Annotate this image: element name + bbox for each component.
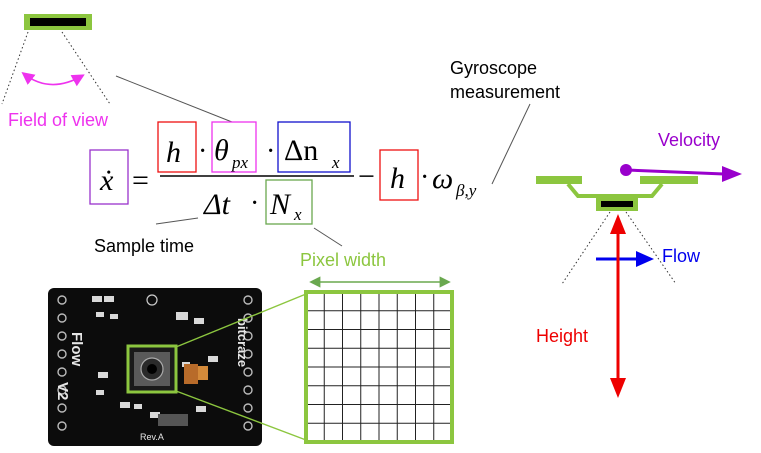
eq-dot2: · (266, 136, 275, 167)
board-silk-brand: bitcraze (235, 318, 250, 367)
delta-n-box (277, 121, 351, 173)
pixel-grid (306, 292, 452, 442)
velocity-arrow-shaft (625, 168, 725, 176)
flow-arrow-head (636, 251, 654, 267)
eq-minus: − (358, 160, 375, 193)
flow-board: Flow V2 bitcraze Rev.A (48, 288, 262, 446)
eq-omega: ω (432, 162, 453, 195)
eq-dt: Δt (203, 188, 231, 221)
eq-delta-n: Δn (284, 134, 318, 167)
eq-theta: θ (214, 134, 229, 167)
eq-dot1: · (198, 136, 207, 167)
field-of-view-label: Field of view (8, 110, 109, 130)
gyroscope-label-line1: Gyroscope (450, 58, 537, 78)
pixel-width-leader-line (313, 227, 343, 247)
eq-h2: h (390, 162, 405, 195)
zoom-line-bottom (175, 390, 307, 441)
pixel-grid-border (304, 290, 454, 444)
zoom-line-top (175, 293, 307, 348)
eq-xdot: ẋ (99, 164, 114, 197)
theta-box (211, 121, 257, 173)
eq-theta-sub: px (231, 153, 249, 172)
fov-leader-line (115, 75, 233, 123)
h-box-gyro (379, 149, 419, 201)
eq-N-sub: x (293, 205, 302, 224)
eq-dot4: · (420, 162, 429, 193)
height-arrow-head-top (610, 214, 626, 234)
eq-delta-n-sub: x (331, 153, 340, 172)
n-box (265, 179, 313, 225)
drone (536, 176, 698, 211)
gyro-leader-line (491, 103, 531, 185)
board-silk-rev: Rev.A (140, 432, 164, 442)
eq-N: N (269, 188, 292, 221)
height-arrow-head-bottom (610, 378, 626, 398)
flow-label: Flow (662, 246, 701, 266)
eq-equals: = (132, 164, 149, 197)
drone-view-cone (561, 211, 677, 285)
board-silk-flow: Flow (68, 332, 85, 366)
velocity-label: Velocity (658, 130, 720, 150)
eq-h: h (166, 136, 181, 169)
h-box-numerator (157, 121, 197, 173)
eq-omega-sub: β,y (455, 181, 477, 200)
pixel-width-label: Pixel width (300, 250, 386, 270)
velocity-arrow-head (722, 166, 742, 182)
board-silk-v2: V2 (54, 382, 71, 400)
xdot-box (89, 149, 129, 205)
height-label: Height (536, 326, 588, 346)
sample-time-leader-line (155, 217, 199, 225)
eq-dot3: · (250, 188, 259, 219)
gyroscope-label-line2: measurement (450, 82, 560, 102)
fov-cone (1, 31, 111, 105)
sample-time-label: Sample time (94, 236, 194, 256)
fov-arc-arrow (21, 72, 85, 87)
fov-sensor (24, 14, 92, 30)
